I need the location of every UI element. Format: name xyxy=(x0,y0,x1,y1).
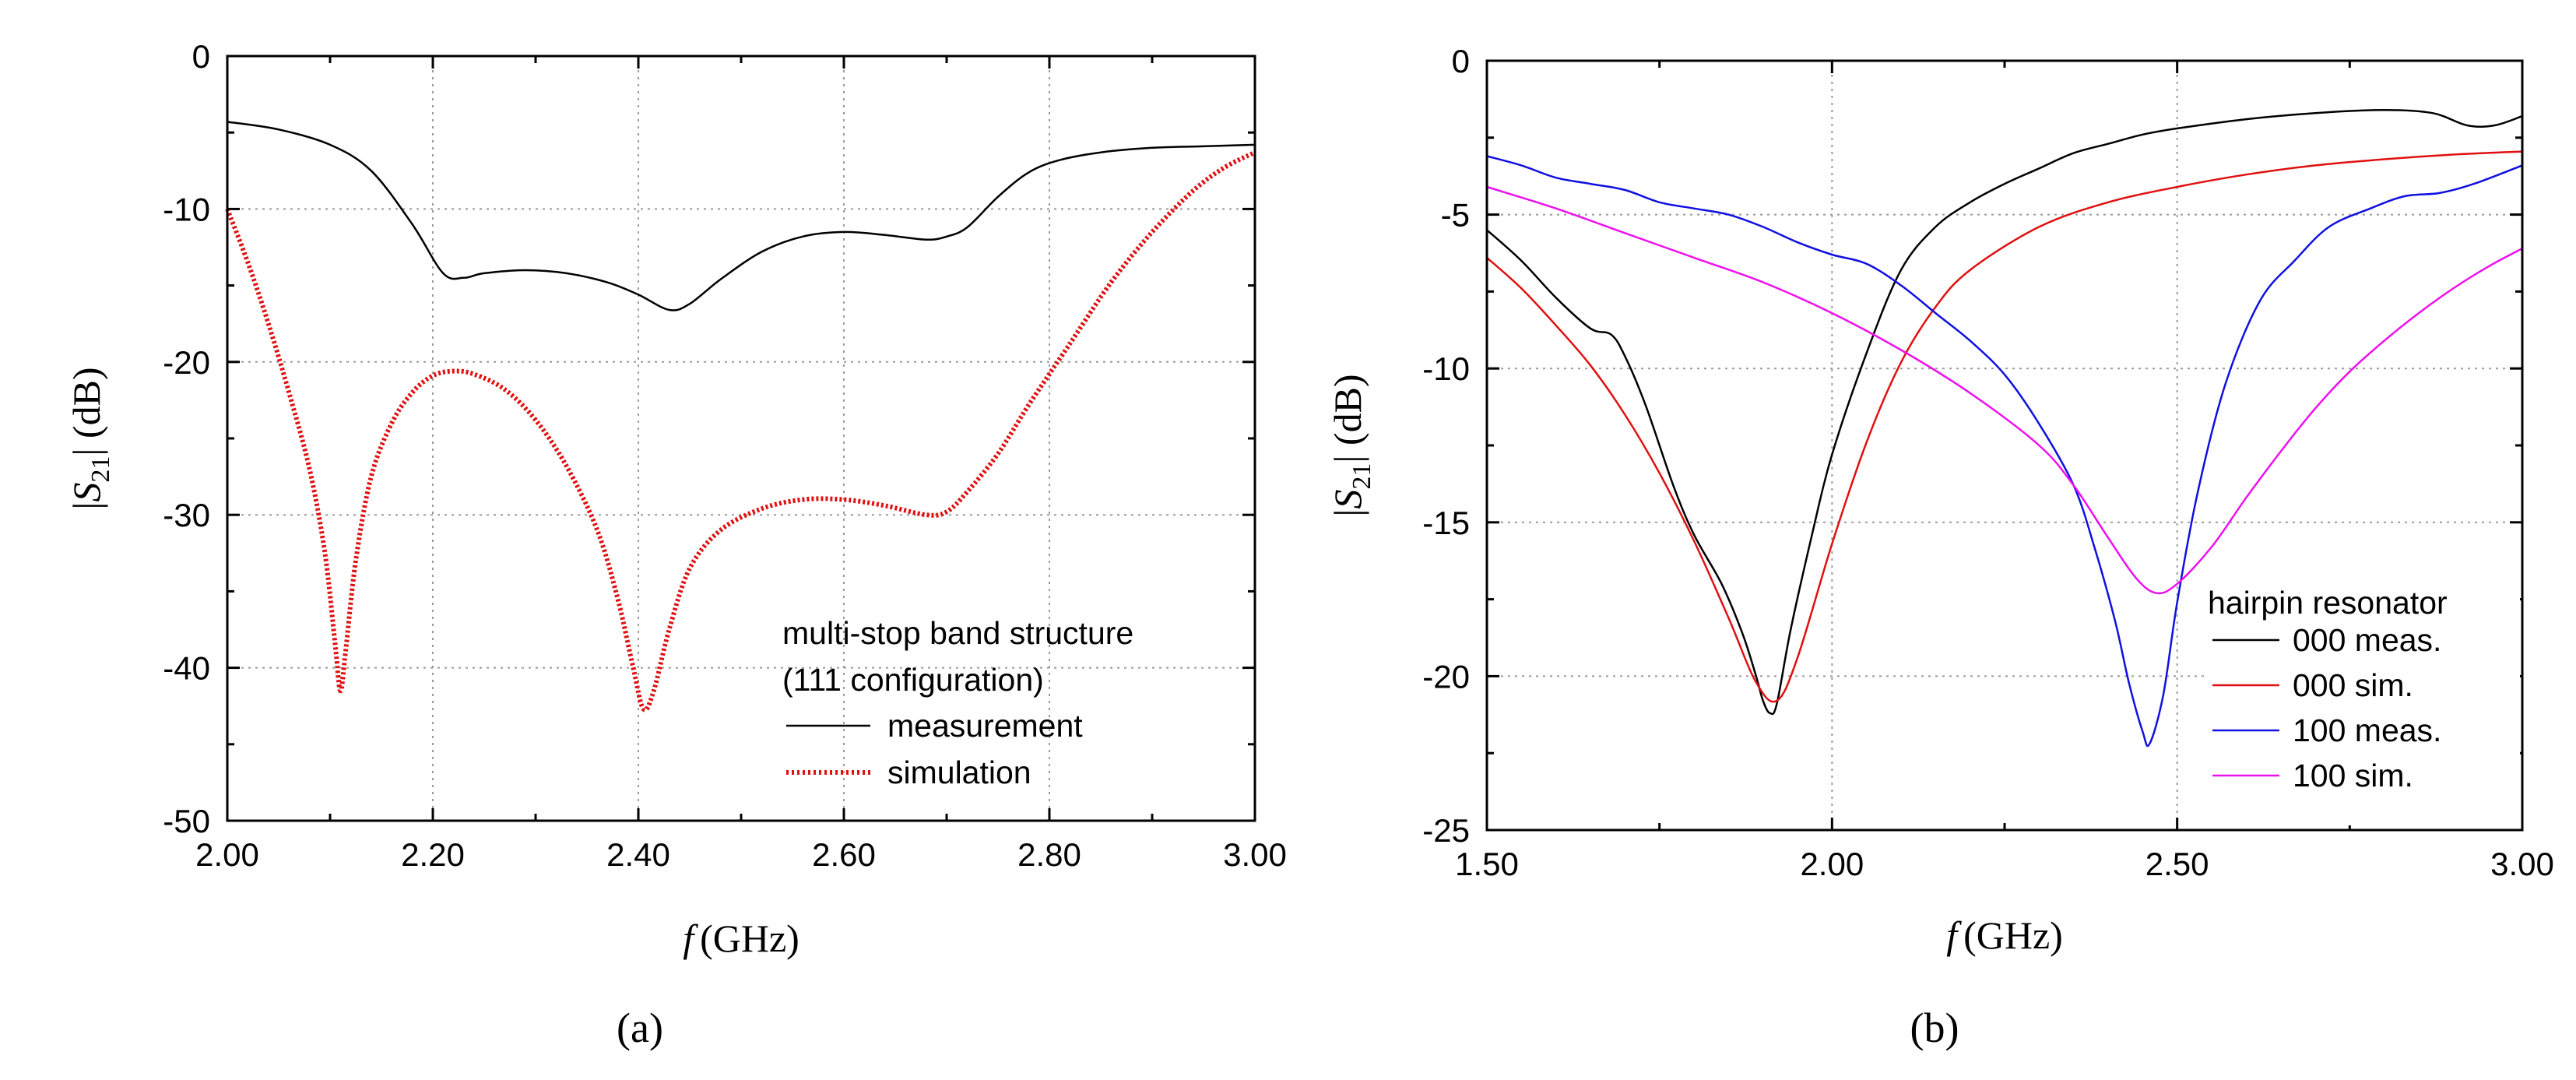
x-axis-label-a: f (GHz) xyxy=(683,916,800,960)
legend-label-000-sim: 000 sim. xyxy=(2293,667,2413,703)
tick-labels-b: 1.50 2.00 2.50 3.00 0 -5 -10 -15 -20 -25 xyxy=(1422,43,2554,882)
legend-label-measurement: measurement xyxy=(887,708,1083,744)
y-tick-label-b: -5 xyxy=(1441,197,1470,234)
chart-panel-b: 1.50 2.00 2.50 3.00 0 -5 -10 -15 -20 -25 |S21| (d… xyxy=(1326,43,2554,1051)
legend-label-000-meas: 000 meas. xyxy=(2293,622,2441,658)
y-axis-label-a: |S21| (dB) xyxy=(65,367,115,509)
legend-title-b: hairpin resonator xyxy=(2208,585,2448,621)
y-axis-label-b: |S21| (dB) xyxy=(1326,374,1376,516)
series-line-000-meas xyxy=(1486,108,2523,716)
y-tick-label-a: 0 xyxy=(192,38,210,75)
chart-panel-a: 2.00 2.20 2.40 2.60 2.80 3.00 0 -10 -20 -30 -40 -50… xyxy=(65,38,1287,1051)
y-tick-label-a: -30 xyxy=(163,497,210,533)
x-tick-label-a: 2.60 xyxy=(812,836,876,873)
legend-b: hairpin resonator 000 meas. 000 sim. 100… xyxy=(2205,578,2520,825)
series-line-100-sim xyxy=(1486,185,2523,595)
x-tick-label-b: 3.00 xyxy=(2490,846,2554,882)
x-tick-label-a: 3.00 xyxy=(1223,836,1287,873)
plot-frame-a xyxy=(226,55,1256,822)
series-line-100-meas xyxy=(1486,155,2523,748)
series-line-000-sim xyxy=(1486,150,2523,703)
legend-title-line1-a: multi-stop band structure xyxy=(782,615,1133,651)
x-tick-label-a: 2.20 xyxy=(401,836,465,873)
tick-labels-a: 2.00 2.20 2.40 2.60 2.80 3.00 0 -10 -20 -30 -40 -50 xyxy=(163,38,1287,873)
x-tick-label-b: 1.50 xyxy=(1455,846,1519,882)
legend-title-line2-a: (111 configuration) xyxy=(782,662,1044,698)
series-line-measurement xyxy=(227,121,1256,311)
y-tick-label-b: -10 xyxy=(1422,350,1470,387)
series-b xyxy=(1486,108,2523,748)
series-line-simulation xyxy=(225,150,1256,712)
legend-a: multi-stop band structure (111 configura… xyxy=(782,615,1133,790)
x-tick-label-b: 2.00 xyxy=(1800,846,1864,882)
panel-label-b: (b) xyxy=(1910,1004,1959,1051)
series-a xyxy=(225,121,1256,712)
legend-label-100-sim: 100 sim. xyxy=(2293,758,2413,793)
x-tick-label-a: 2.40 xyxy=(606,836,670,873)
y-tick-label-b: -25 xyxy=(1422,812,1470,849)
panel-label-a: (a) xyxy=(617,1004,663,1051)
grid-a xyxy=(227,56,1255,821)
y-tick-label-b: 0 xyxy=(1452,43,1470,79)
x-tick-label-a: 2.00 xyxy=(195,836,259,873)
ticks-b xyxy=(1485,59,2524,832)
y-tick-label-b: -15 xyxy=(1422,505,1470,541)
y-tick-label-a: -20 xyxy=(163,344,210,381)
legend-label-100-meas: 100 meas. xyxy=(2293,712,2441,748)
x-tick-label-b: 2.50 xyxy=(2145,846,2209,882)
x-axis-label-b: f (GHz) xyxy=(1946,913,2063,957)
y-tick-label-a: -50 xyxy=(163,803,210,839)
legend-label-simulation: simulation xyxy=(887,755,1031,790)
ticks-a xyxy=(226,55,1256,822)
legend-background-b xyxy=(2205,578,2520,825)
y-tick-label-b: -20 xyxy=(1422,658,1470,695)
y-tick-label-a: -10 xyxy=(163,191,210,227)
y-tick-label-a: -40 xyxy=(163,650,210,687)
x-tick-label-a: 2.80 xyxy=(1017,836,1081,873)
